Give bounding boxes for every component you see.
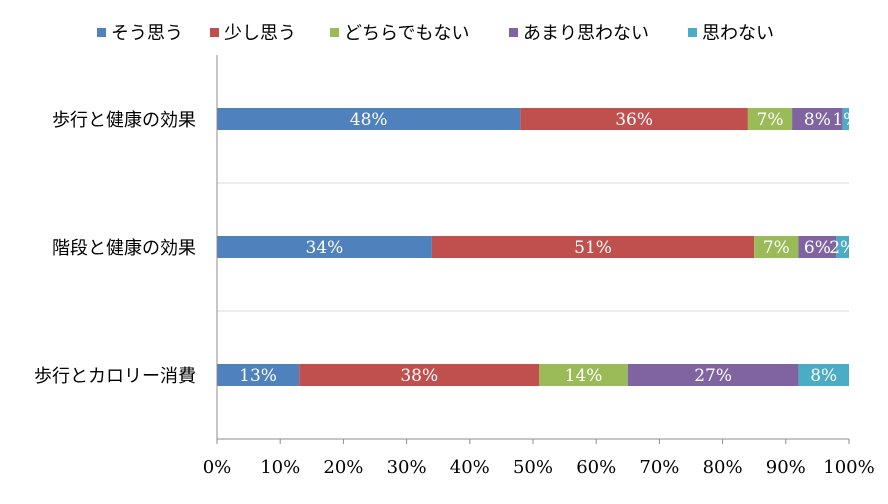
data-label: 6% <box>804 238 831 258</box>
x-tick-label: 60% <box>576 457 616 478</box>
legend-swatch <box>210 28 219 37</box>
legend-label: どちらでもない <box>344 23 469 44</box>
legend-swatch <box>97 28 106 37</box>
x-tick-label: 10% <box>260 457 300 478</box>
bar-segment <box>217 236 432 258</box>
legend: そう思う 少し思う どちらでもない あまり思わない 思わない <box>97 23 774 44</box>
bar-segment <box>836 236 849 258</box>
x-tick-label: 80% <box>703 457 743 478</box>
bar-segment <box>627 364 799 386</box>
bar-segment <box>520 108 748 130</box>
data-label: 34% <box>306 238 344 258</box>
legend-label: 思わない <box>702 23 774 44</box>
x-tick-label: 0% <box>203 457 232 478</box>
category-label: 歩行とカロリー消費 <box>34 366 196 387</box>
bar-segment <box>798 364 849 386</box>
data-label: 14% <box>565 366 603 386</box>
bars: 48% 36% 7% 8% 1%34% 51% 7% 6%2%13% 38% 14% 27% 8% <box>217 108 859 386</box>
data-label: 51% <box>574 238 612 258</box>
bar-segment <box>299 364 540 386</box>
bar-segment <box>217 108 521 130</box>
data-label: 8% <box>804 110 831 130</box>
legend-label: あまり思わない <box>523 23 649 44</box>
data-label: 1% <box>832 110 859 130</box>
gridlines <box>217 182 849 312</box>
x-tick-label: 30% <box>387 457 427 478</box>
bar-segment <box>754 236 799 258</box>
data-label: 7% <box>757 110 784 130</box>
x-tick-label: 40% <box>450 457 490 478</box>
bar-segment <box>539 364 628 386</box>
legend-label: 少し思う <box>224 23 296 44</box>
x-tick-label: 50% <box>513 457 553 478</box>
data-label: 7% <box>763 238 790 258</box>
data-label: 8% <box>810 366 837 386</box>
category-label: 歩行と健康の効果 <box>52 110 196 131</box>
legend-swatch <box>509 28 518 37</box>
bar-segment <box>842 108 849 130</box>
data-label: 13% <box>239 366 277 386</box>
bar-segment <box>431 236 755 258</box>
legend-label: そう思う <box>111 23 183 44</box>
data-label: 36% <box>615 110 653 130</box>
data-label: 27% <box>694 366 732 386</box>
x-tick-label: 20% <box>323 457 363 478</box>
data-label: 2% <box>829 238 856 258</box>
data-label: 38% <box>400 366 438 386</box>
bar-segment <box>217 364 300 386</box>
x-tick-label: 100% <box>823 457 874 478</box>
bar-segment <box>792 108 843 130</box>
category-label: 階段と健康の効果 <box>52 238 196 259</box>
legend-swatch <box>688 28 697 37</box>
data-label: 48% <box>350 110 388 130</box>
x-tick-label: 90% <box>766 457 806 478</box>
bar-segment <box>747 108 793 130</box>
legend-swatch <box>330 28 339 37</box>
bar-segment <box>798 236 837 258</box>
x-tick-label: 70% <box>639 457 679 478</box>
